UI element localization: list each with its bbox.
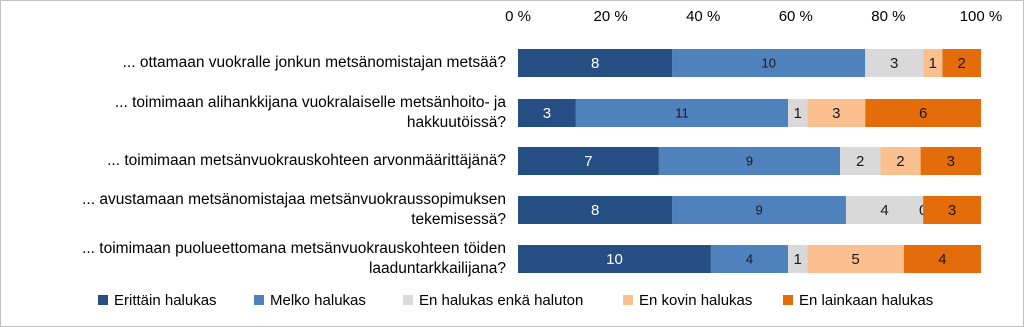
data-label: 10 <box>606 251 623 268</box>
bar-segment <box>807 99 866 127</box>
data-label: 8 <box>591 55 599 72</box>
bar-segment <box>518 196 673 224</box>
y-tick-label: ... toimimaan alihankkijana vuokralaisel… <box>114 94 506 131</box>
bar-segment <box>840 147 881 175</box>
legend-label: Erittäin halukas <box>114 292 217 309</box>
bar-segment <box>865 99 981 127</box>
data-label: 4 <box>938 251 946 268</box>
bar-segment <box>788 99 808 127</box>
data-label: 1 <box>794 251 802 268</box>
bar-segment <box>880 147 921 175</box>
legend-swatch <box>403 295 413 305</box>
bar-segment <box>710 245 789 273</box>
bar-segment <box>788 245 808 273</box>
legend-swatch <box>254 295 264 305</box>
bar-segment <box>923 196 981 224</box>
legend-label: En lainkaan halukas <box>799 292 933 309</box>
data-label: 3 <box>947 153 955 170</box>
bar-segment <box>903 245 981 273</box>
bar-segment <box>865 49 924 77</box>
data-label: 5 <box>851 251 859 268</box>
data-label: 3 <box>543 105 551 122</box>
data-label: 11 <box>675 105 689 120</box>
bar-segment <box>920 147 981 175</box>
data-label: 3 <box>948 202 956 219</box>
data-label: 10 <box>762 55 776 70</box>
bar-segment <box>518 147 659 175</box>
data-label: 1 <box>929 55 937 72</box>
x-tick-label: 80 % <box>871 8 905 25</box>
y-tick-label: ... toimimaan metsänvuokrauskohteen arvo… <box>107 152 506 169</box>
data-label: 9 <box>756 202 763 217</box>
bar-segment <box>942 49 981 77</box>
bar-segment <box>672 49 866 77</box>
bar-segment <box>845 196 924 224</box>
bar-segment <box>518 245 711 273</box>
bar-segment <box>518 49 673 77</box>
data-label: 2 <box>958 55 966 72</box>
x-tick-label: 0 % <box>505 8 531 25</box>
legend-label: Melko halukas <box>270 292 366 309</box>
data-label: 9 <box>746 153 753 168</box>
x-tick-label: 40 % <box>686 8 720 25</box>
legend-swatch <box>623 295 633 305</box>
bar-segment <box>575 99 789 127</box>
legend-swatch <box>783 295 793 305</box>
x-tick-label: 20 % <box>593 8 627 25</box>
data-label: 8 <box>591 202 599 219</box>
bar-segment <box>518 99 576 127</box>
y-tick-label: ... toimimaan puolueettomana metsänvuokr… <box>82 240 506 277</box>
data-label: 7 <box>584 153 592 170</box>
data-label: 4 <box>746 251 753 266</box>
y-tick-label: ... avustamaan metsänomistajaa metsänvuo… <box>82 191 506 228</box>
data-label: 4 <box>880 202 888 219</box>
data-label: 1 <box>794 105 802 122</box>
x-tick-label: 100 % <box>960 8 1003 25</box>
bar-segment <box>923 49 943 77</box>
legend-label: En kovin halukas <box>639 292 752 309</box>
data-label: 2 <box>856 153 864 170</box>
data-label: 3 <box>832 105 840 122</box>
bar-segment <box>658 147 841 175</box>
bar-segment <box>672 196 846 224</box>
y-tick-label: ... ottamaan vuokralle jonkun metsänomis… <box>122 54 506 71</box>
x-tick-label: 60 % <box>779 8 813 25</box>
legend-swatch <box>98 295 108 305</box>
bar-segment <box>807 245 904 273</box>
data-label: 3 <box>890 55 898 72</box>
legend-label: En halukas enkä haluton <box>419 292 583 309</box>
data-label: 2 <box>896 153 904 170</box>
data-label: 6 <box>919 105 927 122</box>
